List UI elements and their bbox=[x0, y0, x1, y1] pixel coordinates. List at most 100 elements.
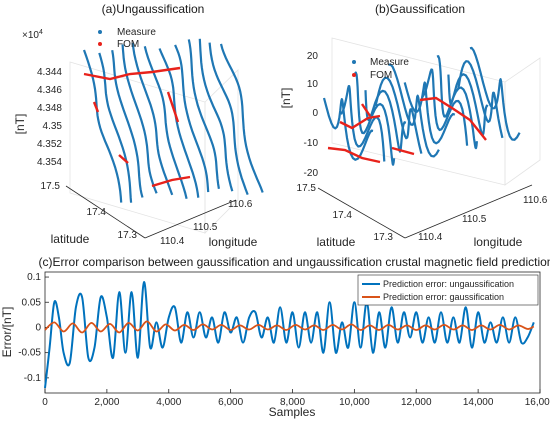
panel-b-x-label: latitude bbox=[317, 235, 356, 249]
panel-a-z-label: [nT] bbox=[13, 114, 27, 135]
panel-c-y-ticks: 0.1 0.05 0 -0.05 -0.1 bbox=[18, 272, 49, 384]
measure-track bbox=[219, 43, 264, 193]
panel-a-y-axis bbox=[144, 199, 237, 239]
x-tick-label: 10,000 bbox=[339, 397, 370, 408]
z-tick-label: 4.344 bbox=[37, 67, 62, 78]
panel-c-series bbox=[44, 281, 535, 389]
measure-track bbox=[457, 60, 504, 139]
panel-c-y-label: Error/[nT] bbox=[0, 307, 14, 358]
panel-c-x-ticks: 0 2,000 4,000 6,000 8,000 10,000 12,000 14,000 1… bbox=[42, 389, 550, 408]
x-tick-label: 12,000 bbox=[401, 397, 432, 408]
z-tick-label: 20 bbox=[307, 51, 319, 62]
measure-track bbox=[340, 84, 386, 162]
fom-track bbox=[391, 146, 415, 156]
panel-c-x-label: Samples bbox=[269, 405, 316, 419]
series-line-gaussification bbox=[44, 320, 535, 334]
panel-a-y-label: longitude bbox=[209, 235, 258, 249]
measure-track bbox=[131, 42, 174, 196]
y-tick-label: -0.05 bbox=[18, 348, 41, 359]
y-tick-label: 110.6 bbox=[523, 195, 548, 206]
measure-track bbox=[403, 81, 456, 145]
y-tick-label: -0.1 bbox=[24, 373, 42, 384]
panel-a-tracks bbox=[82, 38, 264, 203]
x-tick-label: 16,000 bbox=[525, 397, 550, 408]
measure-track bbox=[121, 44, 158, 194]
panel-a-title: (a)Ungaussification bbox=[102, 2, 205, 16]
panel-b-side-wall bbox=[504, 57, 541, 186]
series-line-ungaussification bbox=[44, 281, 535, 389]
y-tick-label: 110.4 bbox=[418, 232, 443, 243]
panel-b-y-ticks: 110.4 110.5 110.6 bbox=[418, 195, 548, 243]
legend-measure-marker bbox=[352, 60, 356, 64]
z-tick-label: 4.346 bbox=[37, 85, 62, 96]
x-tick-label: 4,000 bbox=[156, 397, 181, 408]
measure-track bbox=[98, 52, 133, 203]
fom-track bbox=[83, 66, 181, 81]
z-tick-label: 4.352 bbox=[37, 139, 62, 150]
x-tick-label: 17.5 bbox=[297, 183, 317, 194]
x-tick-label: 6,000 bbox=[218, 397, 243, 408]
panel-b-z-label: [nT] bbox=[279, 88, 293, 109]
fom-track bbox=[92, 101, 100, 113]
measure-track bbox=[421, 68, 469, 146]
y-tick-label: 0.05 bbox=[22, 297, 42, 308]
measure-track bbox=[469, 46, 521, 141]
y-tick-label: 110.5 bbox=[462, 214, 487, 225]
panel-a-exponent: ×104 bbox=[22, 29, 43, 41]
panel-c-legend: Prediction error: ungaussification Predi… bbox=[357, 274, 539, 306]
fom-track bbox=[419, 96, 487, 141]
z-tick-label: -10 bbox=[304, 138, 319, 149]
measure-track bbox=[187, 39, 220, 189]
y-tick-label: 0.1 bbox=[27, 272, 41, 283]
measure-track bbox=[174, 44, 210, 193]
x-tick-label: 14,000 bbox=[463, 397, 494, 408]
x-tick-label: 8,000 bbox=[280, 397, 305, 408]
y-tick-label: 110.5 bbox=[193, 222, 218, 233]
z-tick-label: -20 bbox=[304, 168, 319, 179]
panel-c-title: (c)Error comparison between gaussificati… bbox=[39, 255, 550, 269]
x-tick-label: 17.3 bbox=[374, 232, 394, 243]
legend-gauss-label: Prediction error: gaussification bbox=[383, 292, 504, 302]
x-tick-label: 17.3 bbox=[118, 230, 138, 241]
legend-ungauss-label: Prediction error: ungaussification bbox=[383, 279, 514, 289]
panel-ungaussification: (a)Ungaussification 4.3444.3464.3484.354… bbox=[13, 2, 264, 249]
panel-a-side-wall bbox=[204, 69, 239, 234]
measure-track bbox=[447, 73, 489, 137]
legend-fom-marker bbox=[352, 73, 356, 77]
panel-b-y-axis bbox=[404, 184, 533, 239]
panel-a-x-label: latitude bbox=[51, 232, 90, 246]
panel-error-comparison: (c)Error comparison between gaussificati… bbox=[0, 255, 550, 419]
panel-a-z-ticks: 4.344 4.346 4.348 4.35 4.352 4.354 bbox=[37, 67, 62, 168]
panel-a-x-ticks: 17.5 17.4 17.3 bbox=[41, 181, 138, 241]
y-tick-label: 110.4 bbox=[160, 236, 185, 247]
panel-b-z-ticks: 20 10 0 -10 -20 bbox=[304, 51, 319, 179]
y-tick-label: 110.6 bbox=[228, 199, 253, 210]
legend-measure-label: Measure bbox=[117, 27, 156, 38]
measure-track bbox=[374, 76, 423, 154]
measure-track bbox=[111, 50, 144, 198]
panel-a-x-axis bbox=[65, 185, 146, 239]
panel-b-tracks bbox=[322, 46, 521, 166]
legend-fom-label: FOM bbox=[117, 39, 139, 50]
panel-b-x-axis bbox=[317, 187, 406, 239]
panel-b-legend: Measure FOM bbox=[352, 57, 409, 81]
panel-b-x-ticks: 17.5 17.4 17.3 bbox=[297, 183, 394, 243]
fom-track bbox=[339, 114, 381, 130]
fom-track bbox=[151, 175, 191, 188]
legend-fom-label: FOM bbox=[370, 70, 392, 81]
measure-track bbox=[198, 38, 234, 192]
fom-track bbox=[327, 146, 381, 164]
legend-measure-marker bbox=[98, 30, 102, 34]
fom-track bbox=[166, 91, 180, 123]
fom-track bbox=[361, 103, 371, 117]
x-tick-label: 17.4 bbox=[333, 210, 353, 221]
x-tick-label: 17.4 bbox=[87, 207, 107, 218]
panel-b-title: (b)Gaussification bbox=[375, 2, 465, 16]
legend-measure-label: Measure bbox=[370, 57, 409, 68]
z-tick-label: 4.348 bbox=[37, 103, 62, 114]
z-tick-label: 0 bbox=[312, 108, 318, 119]
measure-track bbox=[208, 42, 249, 195]
x-tick-label: 0 bbox=[42, 397, 48, 408]
measure-track bbox=[143, 46, 188, 199]
